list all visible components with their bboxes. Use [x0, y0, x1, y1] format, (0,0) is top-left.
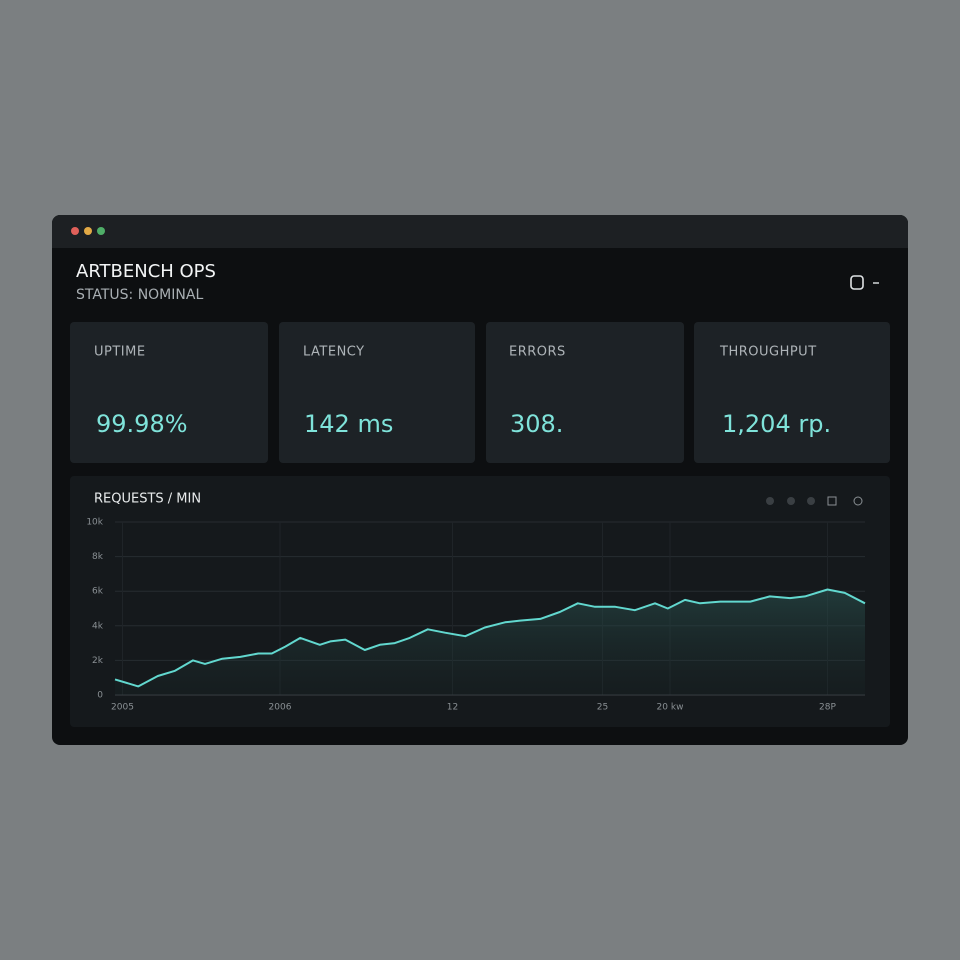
maximize-button[interactable]: [97, 227, 105, 235]
x-tick-label: 2006: [269, 703, 292, 713]
user-icon[interactable]: [850, 275, 879, 290]
card-value: 99.98%: [96, 410, 188, 438]
title-bar: [52, 215, 908, 248]
area: [115, 589, 865, 695]
card-bg: [70, 322, 268, 463]
card: UPTIME 99.98%: [70, 322, 268, 463]
close-button[interactable]: [71, 227, 79, 235]
x-tick-label: 28P: [819, 703, 836, 713]
card-value: 142 ms: [304, 410, 393, 438]
icon: [850, 275, 864, 290]
status-text: STATUS: NOMINAL: [76, 287, 203, 303]
line: [114, 588, 866, 688]
y-tick-label: 0: [97, 691, 103, 701]
card-label: UPTIME: [94, 345, 146, 360]
x-tick-label: 2005: [111, 703, 134, 713]
card: ERRORS 308.: [486, 322, 684, 463]
y-tick-label: 6k: [92, 587, 104, 597]
app-title: ARTBENCH OPS: [76, 261, 216, 282]
card-label: THROUGHPUT: [719, 345, 817, 360]
y-tick-label: 2k: [92, 656, 104, 666]
card-value: 308.: [510, 410, 563, 438]
card-bg: [694, 322, 890, 463]
y-tick-label: 8k: [92, 552, 104, 562]
card: LATENCY 142 ms: [279, 322, 475, 463]
chart-control[interactable]: [766, 497, 774, 505]
chart-title: REQUESTS / MIN: [94, 492, 201, 507]
card-label: LATENCY: [303, 345, 365, 360]
chart-control[interactable]: [827, 496, 837, 506]
y-tick-label: 4k: [92, 621, 104, 631]
card-label: ERRORS: [509, 345, 566, 360]
chart-control[interactable]: [853, 496, 863, 506]
card-value: 1,204 rp.: [722, 410, 831, 438]
y-tick-label: 10k: [86, 518, 103, 528]
card: THROUGHPUT 1,204 rp.: [694, 322, 890, 463]
minimize-button[interactable]: [84, 227, 92, 235]
chart-control[interactable]: [807, 497, 815, 505]
plot: 0 2k 4k 6k 8k 10k 2005 2006 12 25 20 kw 28P: [86, 518, 866, 713]
card-bg: [486, 322, 684, 463]
x-tick-label: 20 kw: [657, 703, 684, 713]
x-tick-label: 25: [597, 703, 608, 713]
card-bg: [279, 322, 475, 463]
x-tick-label: 12: [447, 703, 458, 713]
chart-control[interactable]: [787, 497, 795, 505]
